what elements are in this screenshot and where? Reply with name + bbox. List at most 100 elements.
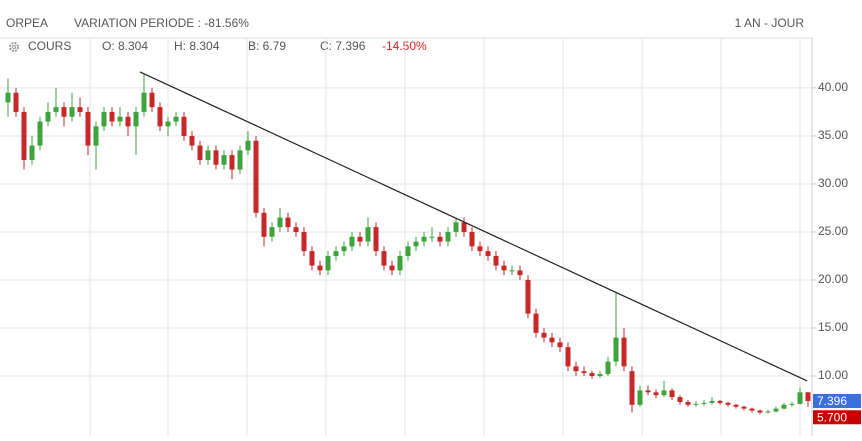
candle-body [589,373,595,376]
chart-title: ORPEA [6,16,48,30]
candle-body [405,246,411,256]
trendline [139,71,808,382]
candle-body [701,402,707,404]
candle-body [165,121,171,127]
y-tick-label: 10.00 [818,368,848,382]
candle-body [773,408,779,412]
candle-body [437,236,443,242]
ohlc-label: C: 7.396 [320,39,366,53]
ohlc-label: H: 8.304 [174,39,220,53]
candle-body [389,265,395,271]
candle-body [333,251,339,256]
period: 1 AN - JOUR [735,16,805,30]
candle-body [253,140,259,213]
candle-body [157,107,163,127]
candle-body [301,231,307,252]
candle-body [429,236,435,238]
candle-body [205,150,211,160]
candle-body [685,401,691,405]
candle-body [365,227,371,242]
y-tick-label: 15.00 [818,320,848,334]
y-tick-label: 35.00 [818,128,848,142]
candle-body [509,270,515,272]
candle-body [381,251,387,266]
candle-body [469,231,475,247]
candle-body [21,111,27,160]
candle-body [477,246,483,252]
candle-body [93,126,99,146]
candle-body [765,411,771,413]
candle-body [133,111,139,127]
candle-body [229,155,235,170]
candle-body [525,279,531,314]
candle-body [533,313,539,333]
candle-body [173,116,179,122]
candle-body [117,116,123,122]
price-tag-label: 5.700 [817,410,847,424]
candle-body [805,392,811,401]
series-name: COURS [28,39,71,53]
candle-body [85,111,91,146]
candle-body [485,251,491,256]
candle-body [421,236,427,242]
candle-body [517,270,523,276]
candle-body [445,231,451,242]
candle-body [325,255,331,271]
price-tag-label: 7.396 [817,394,847,408]
candle-body [341,246,347,252]
candle-body [613,337,619,362]
candle-body [269,227,275,237]
candle-body [213,150,219,165]
y-tick-label: 20.00 [818,272,848,286]
candle-body [29,145,35,160]
candle-body [717,400,723,403]
candle-body [453,222,459,232]
candle-body [189,135,195,146]
candle-body [629,371,635,405]
candle-body [317,265,323,271]
candle-body [669,390,675,398]
candle-body [597,374,603,376]
candle-body [741,406,747,409]
y-tick-label: 25.00 [818,224,848,238]
candle-body [221,155,227,165]
candle-body [77,107,83,112]
candle-body [565,347,571,367]
candle-body [621,337,627,367]
candle-body [573,366,579,372]
candle-body [725,402,731,405]
candle-body [309,251,315,266]
candle-body [61,107,67,117]
candle-body [749,408,755,411]
candle-body [45,111,51,122]
candle-body [605,361,611,375]
candle-body [645,390,651,393]
candle-body [181,116,187,136]
candle-body [549,337,555,343]
candle-body [349,236,355,247]
variation: VARIATION PERIODE : -81.56% [74,16,249,30]
candle-body [797,392,803,404]
candle-body [53,107,59,112]
candle-body [125,116,131,127]
candle-body [781,404,787,409]
v-grid [89,38,801,436]
candle-body [637,390,643,405]
candle-body [733,404,739,407]
candle-body [413,241,419,247]
candle-body [277,217,283,228]
candle-body [197,145,203,160]
price-tag [813,393,861,408]
candle-body [693,403,699,405]
candle-body [789,403,795,405]
candle-body [69,107,75,117]
settings-icon[interactable] [9,42,19,52]
candle-body [493,255,499,266]
candle-body [293,227,299,232]
candle-body [245,140,251,151]
candle-body [653,392,659,396]
price-tag [813,410,861,425]
ohlc-label: O: 8.304 [102,39,148,53]
candle-body [261,212,267,237]
candle-body [557,342,563,348]
